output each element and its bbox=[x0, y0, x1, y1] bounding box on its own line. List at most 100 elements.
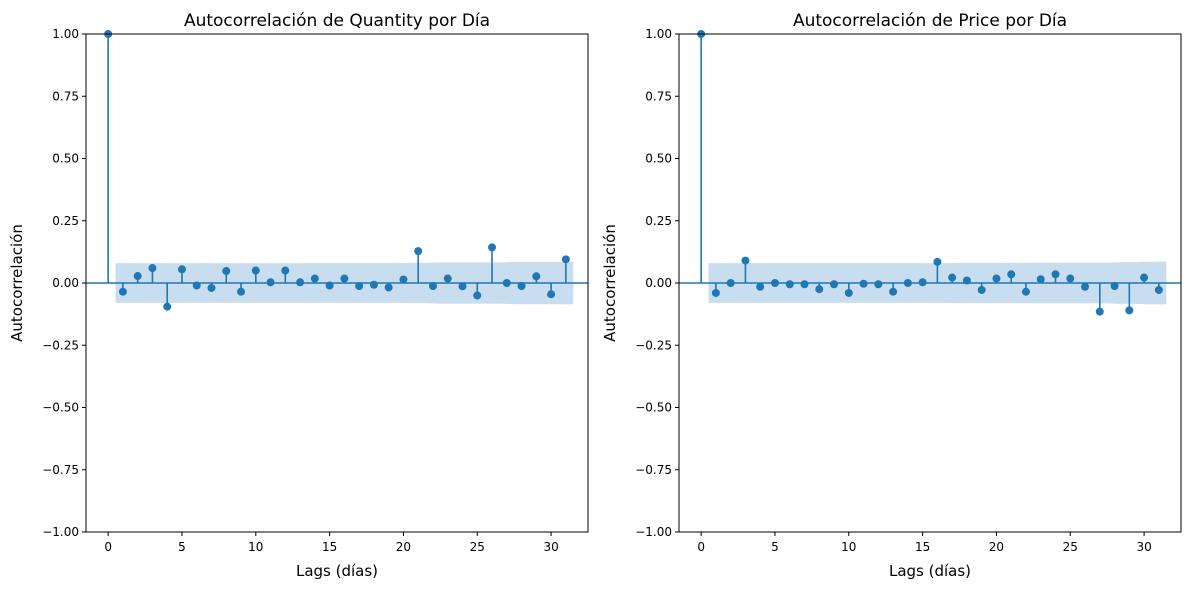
price-point-lag-13 bbox=[889, 287, 898, 296]
quantity-point-lag-15 bbox=[325, 281, 334, 290]
price-chart-title: Autocorrelación de Price por Día bbox=[793, 11, 1067, 31]
quantity-x-tick-label: 15 bbox=[322, 540, 337, 554]
price-point-lag-11 bbox=[859, 279, 868, 288]
price-y-tick-label: 1.00 bbox=[645, 27, 672, 41]
quantity-x-tick-label: 30 bbox=[543, 540, 558, 554]
quantity-point-lag-16 bbox=[340, 274, 349, 283]
quantity-y-tick-label: −0.25 bbox=[42, 338, 79, 352]
quantity-y-ticks: 1.00 0.75 0.50 0.25 0.00 −0.25 −0.50 −0.75 −1.00 bbox=[42, 27, 86, 539]
quantity-x-tick-label: 25 bbox=[470, 540, 485, 554]
quantity-point-lag-25 bbox=[473, 291, 482, 300]
price-x-tick-label: 20 bbox=[989, 540, 1004, 554]
price-point-lag-6 bbox=[785, 280, 794, 289]
quantity-point-lag-12 bbox=[281, 266, 290, 275]
quantity-y-tick-label: 0.25 bbox=[52, 214, 79, 228]
quantity-point-lag-31 bbox=[561, 255, 570, 264]
price-point-lag-14 bbox=[903, 279, 912, 287]
price-y-tick-label: −0.25 bbox=[635, 338, 672, 352]
price-point-lag-24 bbox=[1051, 270, 1060, 279]
quantity-point-lag-21 bbox=[414, 247, 423, 256]
quantity-point-lag-8 bbox=[222, 267, 231, 276]
price-x-tick-label: 30 bbox=[1136, 540, 1151, 554]
price-point-lag-4 bbox=[756, 282, 765, 291]
quantity-point-lag-19 bbox=[384, 283, 393, 292]
quantity-x-ticks: 0 5 10 15 20 25 30 bbox=[104, 532, 559, 554]
quantity-chart-title: Autocorrelación de Quantity por Día bbox=[184, 11, 490, 31]
quantity-y-tick-label: −0.75 bbox=[42, 463, 79, 477]
price-point-lag-17 bbox=[948, 273, 957, 282]
quantity-point-lag-3 bbox=[148, 264, 157, 273]
quantity-point-lag-2 bbox=[133, 272, 142, 281]
quantity-point-lag-29 bbox=[532, 272, 541, 281]
price-point-lag-19 bbox=[977, 285, 986, 294]
quantity-y-tick-label: 0.75 bbox=[52, 89, 79, 103]
quantity-point-lag-11 bbox=[266, 278, 275, 287]
price-y-tick-label: −0.50 bbox=[635, 401, 672, 415]
price-y-tick-label: 0.75 bbox=[645, 89, 672, 103]
price-x-tick-label: 5 bbox=[771, 540, 779, 554]
price-point-lag-22 bbox=[1021, 287, 1030, 296]
price-point-lag-28 bbox=[1110, 281, 1119, 290]
quantity-point-lag-14 bbox=[310, 274, 319, 283]
quantity-markers-group bbox=[104, 30, 570, 311]
price-point-lag-2 bbox=[726, 279, 735, 287]
quantity-point-lag-24 bbox=[458, 282, 467, 291]
quantity-point-lag-4 bbox=[163, 302, 172, 311]
price-point-lag-25 bbox=[1066, 274, 1075, 283]
quantity-point-lag-17 bbox=[355, 281, 364, 290]
price-point-lag-10 bbox=[844, 288, 853, 297]
quantity-point-lag-13 bbox=[296, 278, 305, 287]
price-x-axis-label: Lags (días) bbox=[889, 562, 971, 580]
quantity-point-lag-18 bbox=[369, 280, 378, 289]
price-point-lag-9 bbox=[830, 280, 839, 289]
price-point-lag-1 bbox=[711, 288, 720, 297]
price-y-tick-label: 0.00 bbox=[645, 276, 672, 290]
price-x-ticks: 0 5 10 15 20 25 30 bbox=[697, 532, 1152, 554]
quantity-point-lag-5 bbox=[177, 265, 186, 274]
quantity-acf-panel: Autocorrelación de Quantity por Día 0 5 10… bbox=[8, 11, 589, 580]
quantity-point-lag-6 bbox=[192, 281, 201, 290]
quantity-y-tick-label: −1.00 bbox=[42, 525, 79, 539]
quantity-point-lag-20 bbox=[399, 275, 408, 284]
price-x-tick-label: 0 bbox=[697, 540, 705, 554]
price-point-lag-16 bbox=[933, 257, 942, 266]
price-y-tick-label: −1.00 bbox=[635, 525, 672, 539]
quantity-point-lag-9 bbox=[237, 287, 246, 296]
quantity-y-tick-label: −0.50 bbox=[42, 401, 79, 415]
quantity-y-axis-label: Autocorrelación bbox=[8, 224, 26, 342]
price-point-lag-30 bbox=[1140, 273, 1149, 282]
price-point-lag-8 bbox=[815, 285, 824, 294]
price-y-ticks: 1.00 0.75 0.50 0.25 0.00 −0.25 −0.50 −0.75 −1.00 bbox=[635, 27, 679, 539]
quantity-point-lag-22 bbox=[428, 281, 437, 290]
price-y-tick-label: 0.25 bbox=[645, 214, 672, 228]
quantity-y-tick-label: 0.50 bbox=[52, 152, 79, 166]
price-point-lag-15 bbox=[918, 278, 927, 287]
quantity-x-tick-label: 5 bbox=[178, 540, 186, 554]
price-point-lag-12 bbox=[874, 280, 883, 289]
price-y-tick-label: −0.75 bbox=[635, 463, 672, 477]
price-acf-panel: Autocorrelación de Price por Día 0 5 10 15 2… bbox=[601, 11, 1182, 580]
price-markers-group bbox=[697, 30, 1163, 316]
quantity-x-axis-label: Lags (días) bbox=[296, 562, 378, 580]
quantity-point-lag-28 bbox=[517, 281, 526, 290]
quantity-point-lag-10 bbox=[251, 266, 260, 275]
price-point-lag-23 bbox=[1036, 275, 1045, 284]
quantity-point-lag-1 bbox=[118, 287, 127, 296]
quantity-point-lag-23 bbox=[443, 274, 452, 283]
price-x-tick-label: 10 bbox=[841, 540, 856, 554]
quantity-point-lag-30 bbox=[547, 290, 556, 299]
quantity-x-tick-label: 20 bbox=[396, 540, 411, 554]
quantity-y-tick-label: 0.00 bbox=[52, 276, 79, 290]
price-point-lag-3 bbox=[741, 256, 750, 265]
price-point-lag-27 bbox=[1095, 307, 1104, 316]
price-point-lag-21 bbox=[1007, 270, 1016, 279]
quantity-x-tick-label: 10 bbox=[248, 540, 263, 554]
quantity-x-tick-label: 0 bbox=[104, 540, 112, 554]
price-point-lag-5 bbox=[770, 279, 779, 287]
price-point-lag-31 bbox=[1154, 285, 1163, 294]
price-point-lag-7 bbox=[800, 280, 809, 289]
price-point-lag-29 bbox=[1125, 306, 1134, 315]
price-point-lag-26 bbox=[1081, 282, 1090, 291]
quantity-point-lag-26 bbox=[488, 243, 497, 252]
